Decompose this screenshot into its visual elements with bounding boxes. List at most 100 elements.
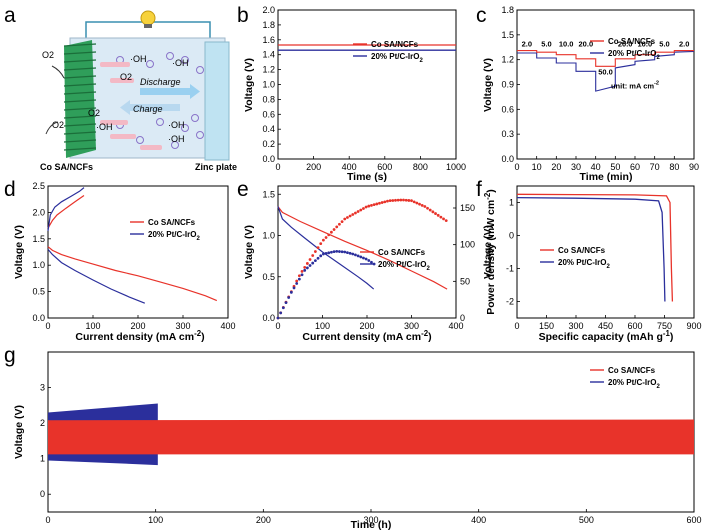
panel-d: 0 100 200 300 400 0.0 0.5 1.0 1.5 2.0 2.5 Co SA/NCF… <box>32 181 235 331</box>
power-point-co <box>340 220 344 224</box>
legend-c: Co SA/NCFs 20% Pt/C-IrO2 <box>590 37 660 61</box>
ion-bubble <box>171 141 179 149</box>
ion-bubble <box>136 136 144 144</box>
panel-g: 0 100 200 300 400 500 600 0 1 2 3 Co SA/NCFs 20% Pt/… <box>40 351 702 525</box>
ion-bubble <box>196 131 204 139</box>
cathode-fiber <box>63 139 97 143</box>
power-point-co <box>303 266 307 269</box>
power-point-co <box>343 217 347 221</box>
discharge-label: Discharge <box>140 77 181 87</box>
power-point-co <box>359 208 363 212</box>
power-point-pt <box>340 250 344 254</box>
y-tick-label: 1.2 <box>262 65 275 75</box>
y-axis-label-b: Voltage (V) <box>243 58 255 112</box>
legend-label-pt: 20% Pt/C-IrO2 <box>558 258 610 270</box>
power-point-co <box>410 199 413 203</box>
y-tick-label: 0.6 <box>501 104 514 114</box>
species-oh: ·OH <box>168 120 185 130</box>
discharge-arrow <box>140 88 190 95</box>
x-axis-label-c: Time (min) <box>580 171 633 183</box>
power-point-pt <box>351 252 355 256</box>
power-point-co <box>431 210 435 214</box>
x-tick-label: 40 <box>591 162 601 172</box>
y-tick-label: 1 <box>509 198 514 208</box>
y-tick-label: 1.0 <box>32 260 45 270</box>
ion-bubble <box>166 52 174 60</box>
y-tick-label: 0 <box>40 489 45 499</box>
y-tick-label: -1 <box>506 264 514 274</box>
power-point-co <box>297 274 301 278</box>
ion-bubble <box>181 124 189 132</box>
power-point-pt <box>321 252 325 256</box>
panel-letter-f: f <box>476 178 482 201</box>
x-tick-label: 200 <box>359 321 374 331</box>
x-tick-label: 0 <box>45 321 50 331</box>
y-tick-label: 2 <box>40 418 45 428</box>
panel-letter-c: c <box>476 4 487 27</box>
current-density-label: 10.0 <box>559 39 574 48</box>
x-axis-label-b: Time (s) <box>347 171 387 183</box>
y-tick-label: 1.5 <box>262 189 275 199</box>
legend-e: Co SA/NCFs 20% Pt/C-IrO2 <box>360 248 430 272</box>
legend-label-pt: 20% Pt/C-IrO2 <box>371 52 423 64</box>
power-point-pt <box>284 301 288 304</box>
power-point-co <box>375 202 379 206</box>
power-point-co <box>316 246 320 250</box>
power-point-pt <box>281 306 285 310</box>
x-tick-label: 150 <box>539 321 554 331</box>
legend-label-pt: 20% Pt/C-IrO2 <box>608 49 660 61</box>
panel-letter-d: d <box>4 178 16 201</box>
power-point-co <box>370 203 373 207</box>
species-oh: ·OH <box>130 54 147 64</box>
power-point-pt <box>289 290 293 294</box>
power-point-co <box>442 217 445 221</box>
bulb-base <box>144 24 152 28</box>
power-point-co <box>335 225 339 229</box>
x-tick-label: 0 <box>275 162 280 172</box>
y-tick-label: 0.6 <box>262 109 275 119</box>
power-point-pt <box>319 254 323 258</box>
x-tick-label: 600 <box>377 162 392 172</box>
series-co-band <box>48 419 694 455</box>
species-o2: O2 <box>120 72 132 82</box>
panel-letter-a: a <box>4 4 16 27</box>
discharge-arrow-head <box>190 84 200 99</box>
cathode-fiber <box>63 147 97 151</box>
x-tick-label: 100 <box>148 515 163 525</box>
power-point-co <box>330 230 333 234</box>
x-tick-label: 800 <box>413 162 428 172</box>
legend-f: Co SA/NCFs 20% Pt/C-IrO2 <box>540 246 610 270</box>
species-o2: O2 <box>52 120 64 130</box>
power-point-pt <box>287 296 291 299</box>
power-point-co <box>364 205 368 209</box>
power-point-pt <box>356 254 360 258</box>
y-axis-label-d: Voltage (V) <box>13 225 25 279</box>
ion-streak <box>110 78 134 83</box>
power-point-pt <box>324 252 328 255</box>
y-tick-label: 0.8 <box>262 94 275 104</box>
o2-in-arrow <box>51 65 65 79</box>
unit-annotation: unit: mA cm-2 <box>611 81 659 91</box>
x-tick-label: 70 <box>650 162 660 172</box>
series-co-line <box>516 193 674 302</box>
power-point-co <box>354 211 357 215</box>
y-tick-label: 1.6 <box>262 35 275 45</box>
power-point-pt <box>367 259 371 262</box>
x-tick-label: 1000 <box>446 162 466 172</box>
species-oh: ·OH <box>168 134 185 144</box>
power-point-co <box>311 254 315 257</box>
power-point-co <box>313 250 317 253</box>
charge-arrow-head <box>120 100 130 115</box>
y-tick-label: 2.0 <box>262 5 275 15</box>
x-tick-label: 300 <box>568 321 583 331</box>
series-pt-voltage-line <box>277 206 375 290</box>
power-point-co <box>372 203 376 207</box>
x-tick-label: 90 <box>689 162 699 172</box>
power-point-co <box>444 219 448 223</box>
cathode-fiber <box>63 67 97 71</box>
series-co-line <box>47 246 218 302</box>
power-point-co <box>404 198 408 202</box>
y-tick-label: 2.0 <box>32 207 45 217</box>
power-point-co <box>332 228 336 231</box>
